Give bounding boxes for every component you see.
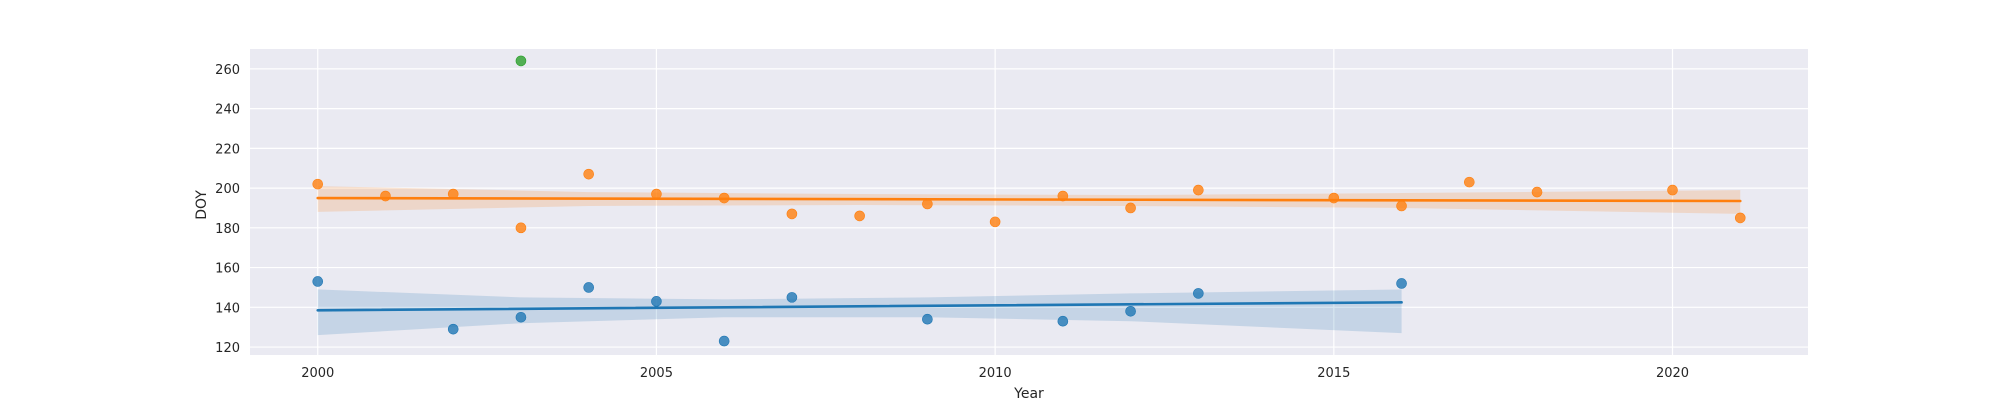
data-point [1057, 315, 1069, 327]
data-point [447, 188, 459, 200]
x-tick-label: 2010 [979, 366, 1012, 381]
data-point [447, 323, 459, 335]
data-point [312, 276, 324, 287]
y-tick-label: 260 [215, 63, 240, 78]
data-point [1396, 200, 1407, 212]
y-axis-label: DOY [194, 190, 210, 220]
data-point [989, 216, 1001, 228]
regression-line-0 [316, 301, 1403, 312]
data-point [583, 282, 594, 293]
data-point [1125, 202, 1136, 214]
data-point [651, 188, 662, 200]
data-point [1734, 212, 1746, 224]
data-point [718, 192, 730, 204]
x-axis-label: Year [1013, 386, 1044, 400]
data-point [854, 210, 865, 222]
data-point [1464, 176, 1475, 188]
x-tick-label: 2000 [301, 366, 334, 381]
data-point [583, 168, 594, 180]
y-tick-label: 240 [215, 103, 240, 118]
data-point [1667, 184, 1678, 196]
confidence-band-0 [317, 289, 1402, 336]
data-point [1057, 190, 1069, 202]
data-point [1396, 278, 1407, 289]
data-point [1193, 184, 1204, 196]
y-tick-label: 200 [215, 182, 240, 197]
data-point [312, 178, 324, 190]
grid [250, 49, 1808, 355]
regression-line-1 [316, 196, 1742, 203]
x-tick-label: 2005 [640, 366, 673, 381]
data-point [1125, 305, 1136, 317]
regression-lines [316, 196, 1742, 312]
x-tick-label: 2015 [1317, 366, 1350, 381]
data-point [786, 208, 798, 220]
data-point [515, 55, 527, 67]
data-points [312, 55, 1746, 347]
y-axis-ticks: 120 140 160 180 200 220 240 260 [215, 63, 240, 356]
data-point [922, 198, 933, 210]
data-point [380, 190, 391, 202]
data-point [1531, 186, 1543, 198]
x-tick-label: 2020 [1656, 366, 1689, 381]
data-point [515, 311, 527, 323]
y-tick-label: 220 [215, 142, 240, 157]
y-tick-label: 180 [215, 222, 240, 237]
data-point [718, 335, 730, 347]
data-point [515, 222, 527, 234]
data-point [786, 292, 798, 303]
x-axis-ticks: 2000 2005 2010 2015 2020 [301, 366, 1689, 381]
y-tick-label: 120 [215, 341, 240, 356]
y-tick-label: 160 [215, 262, 240, 277]
data-point [1193, 288, 1204, 299]
data-point [922, 313, 933, 325]
y-tick-label: 140 [215, 301, 240, 316]
data-point [1328, 192, 1340, 204]
data-point [651, 296, 662, 307]
